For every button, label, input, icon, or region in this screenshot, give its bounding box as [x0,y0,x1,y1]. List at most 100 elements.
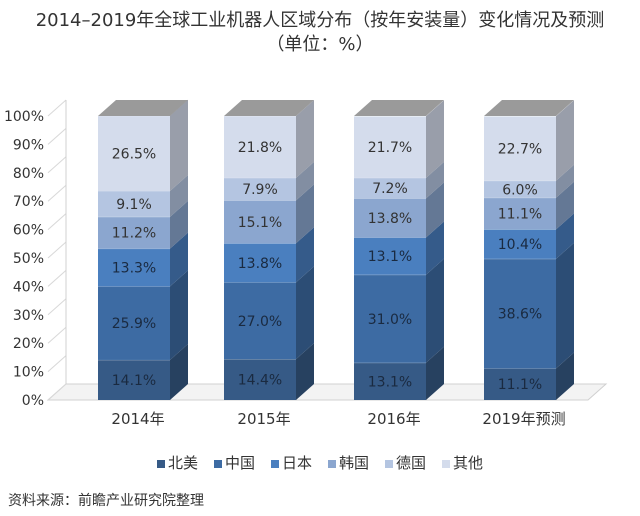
bar-segment-side [556,213,574,259]
data-label: 25.9% [112,316,156,332]
bar-segment-front [98,359,170,400]
bar-segment-side [296,266,314,360]
bar-segment-side [296,161,314,201]
data-label: 6.0% [502,182,538,198]
legend-swatch [213,459,222,468]
legend-item: 韩国 [328,452,369,473]
bar-segment-front [224,359,296,400]
bar-segment-side [426,182,444,238]
data-label: 21.7% [368,140,412,156]
x-category-label: 2015年 [237,410,290,428]
y-tick-label: 20% [13,336,44,352]
tick-guide [47,128,67,145]
data-label: 10.4% [498,237,542,253]
bar-segment-front [98,190,170,217]
bar-segment-front [484,197,556,230]
data-label: 22.7% [498,142,542,158]
bar-segment-side [296,227,314,283]
data-label: 13.8% [238,256,282,272]
bar-segment-front [484,229,556,259]
bar-segment-side [426,100,444,178]
bar-segment-side [426,258,444,363]
bar-segment-side [170,174,188,217]
data-label: 7.2% [372,181,408,197]
bar-segment-front [98,248,170,287]
y-tick-label: 80% [13,166,44,182]
bar-segment-front [224,177,296,201]
bar-segment-side [170,343,188,400]
legend: 北美 中国 日本 韩国 德国 其他 [0,452,640,473]
data-label: 15.1% [238,215,282,231]
tick-guide [47,355,67,372]
data-label: 14.4% [238,373,282,389]
y-tick-label: 70% [13,194,44,210]
legend-label: 日本 [281,454,312,472]
source-note: 资料来源：前瞻产业研究院整理 [8,493,204,509]
bar-segment-side [170,99,188,191]
bar-segment-front [224,282,296,360]
tick-guide [47,156,67,174]
bar-segment-front [354,362,426,400]
y-tick-label: 50% [13,251,44,267]
legend-item: 其他 [442,452,483,473]
bar-segment-front [484,258,556,369]
bar-segment-side [556,352,574,400]
chart-subtitle: （单位：%） [266,34,374,55]
data-label: 7.9% [242,182,278,198]
tick-guide [47,99,67,117]
bar-segment-side [296,184,314,244]
data-label: 11.1% [498,377,542,393]
bar-segment-side [170,232,188,287]
bar-segment-side [556,164,574,198]
bar-segment-side [170,200,188,249]
data-label: 11.1% [498,207,542,223]
legend-swatch [270,459,279,468]
legend-label: 北美 [167,454,198,472]
y-tick-label: 60% [13,223,44,239]
data-label: 21.8% [238,140,282,156]
tick-guide [47,184,67,202]
bar-segment-side [426,161,444,199]
bar-segment-side [426,346,444,400]
bar-segment-side [170,270,188,360]
tick-guide [47,270,67,287]
bar-segment-front [224,200,296,244]
y-tick-label: 10% [13,365,44,381]
data-label: 14.1% [112,373,156,389]
legend-swatch [385,459,394,468]
data-label: 13.3% [112,261,156,277]
bar-segment-front [224,116,296,178]
tick-guide [47,213,67,230]
bar-segment-side [426,221,444,275]
legend-swatch [442,459,451,468]
data-label: 13.1% [368,374,412,390]
legend-swatch [328,459,336,468]
bar-segment-front [484,368,556,400]
y-tick-label: 90% [13,137,44,153]
legend-item: 德国 [385,452,426,473]
bar-segment-front [224,243,296,283]
bar-segment-front [98,216,170,249]
legend-label: 韩国 [339,454,370,472]
legend-label: 中国 [224,454,255,472]
bar-top-face [224,100,314,116]
y-tick-label: 100% [4,109,44,125]
tick-guide [47,383,67,401]
bar-segment-front [354,177,426,199]
x-category-label: 2016年 [367,410,420,428]
data-label: 11.2% [112,226,156,242]
bar-top-face [98,100,188,116]
data-label: 9.1% [116,197,152,213]
data-label: 31.0% [368,312,412,328]
data-label: 26.5% [112,146,156,162]
x-category-label: 2014年 [111,410,164,428]
bar-segment-side [556,242,574,369]
bar-segment-front [98,115,170,191]
legend-label: 德国 [396,454,427,472]
bar-segment-front [484,116,556,181]
data-label: 27.0% [238,314,282,330]
chart-title: 2014–2019年全球工业机器人区域分布（按年安装量）变化情况及预测 [35,10,605,31]
bar-segment-side [556,181,574,230]
bar-segment-front [98,286,170,360]
